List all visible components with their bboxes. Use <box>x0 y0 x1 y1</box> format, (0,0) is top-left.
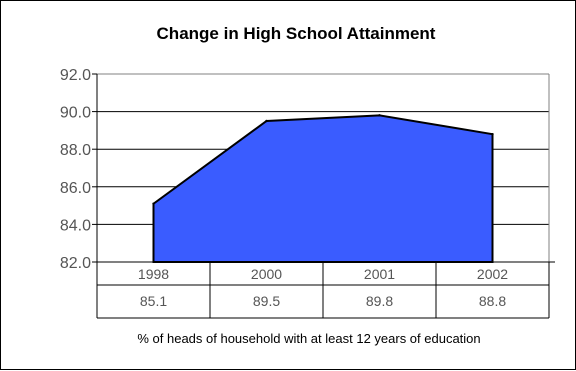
x-tick-label: 2001 <box>364 266 395 282</box>
data-point <box>491 132 494 136</box>
y-tick-label: 88.0 <box>60 142 91 159</box>
x-tick-label: 1998 <box>138 266 169 282</box>
data-point <box>152 202 155 205</box>
data-table: 1998 85.1 2000 89.5 2001 89.8 2002 88.8 <box>97 262 550 319</box>
plot-area <box>152 114 494 263</box>
x-tick-label: 2000 <box>251 266 282 282</box>
data-table-value: 88.8 <box>479 293 506 309</box>
chart-title: Change in High School Attainment <box>157 24 436 43</box>
x-tick-label: 2002 <box>477 266 508 282</box>
data-table-value: 85.1 <box>140 293 167 309</box>
data-table-value: 89.5 <box>253 293 280 309</box>
y-axis-ticks: 82.0 84.0 86.0 88.0 90.0 92.0 <box>60 67 91 272</box>
y-tick-label: 86.0 <box>60 180 91 197</box>
x-axis-label: % of heads of household with at least 12… <box>137 331 480 346</box>
y-tick-label: 92.0 <box>60 67 91 84</box>
data-point <box>265 119 268 123</box>
data-table-value: 89.8 <box>366 293 393 309</box>
y-tick-label: 82.0 <box>60 255 91 272</box>
y-tick-label: 84.0 <box>60 217 91 234</box>
y-tick-label: 90.0 <box>60 105 91 122</box>
area-series <box>152 114 494 263</box>
data-point <box>378 114 381 117</box>
axes <box>92 73 555 318</box>
